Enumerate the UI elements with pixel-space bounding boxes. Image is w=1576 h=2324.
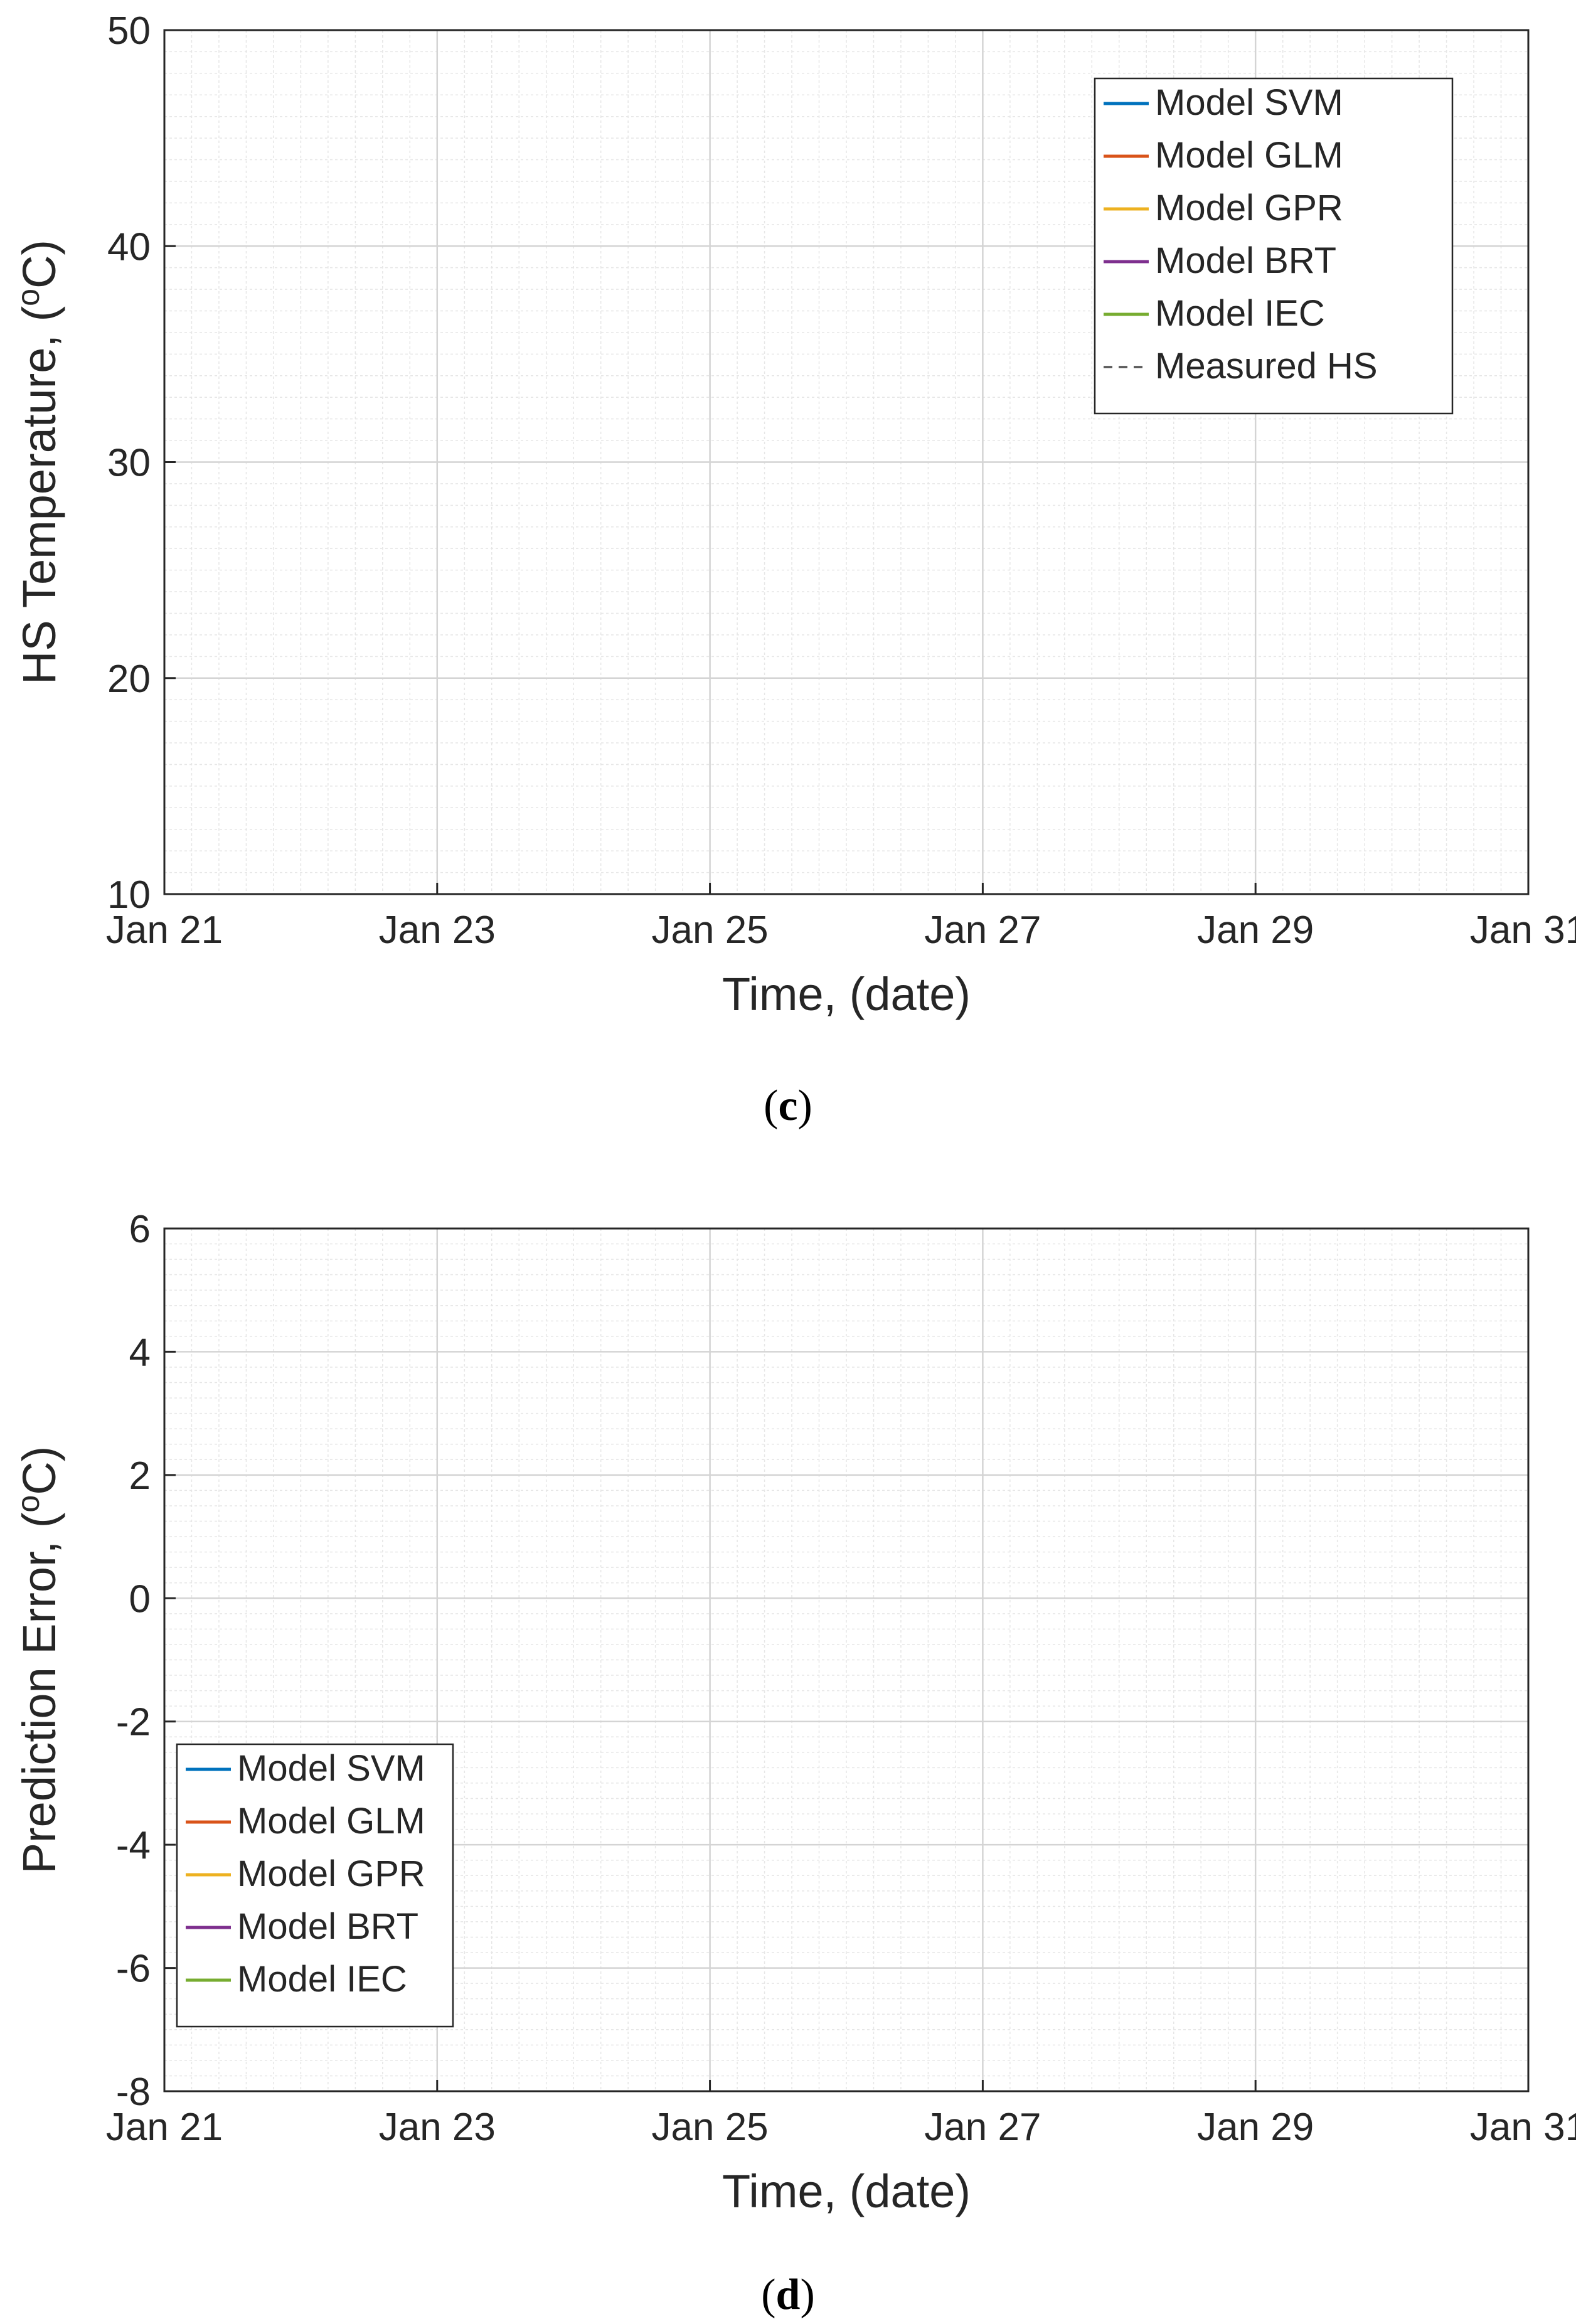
chart-c-y-label-degree: o bbox=[11, 289, 46, 306]
chart-d-y-label-degree: o bbox=[11, 1495, 46, 1513]
d-legend-label: Model IEC bbox=[237, 1959, 407, 2000]
d-x-tick-label: Jan 25 bbox=[652, 2106, 769, 2149]
chart-d-axes-frame bbox=[163, 1227, 1530, 2092]
chart-d-caption: (d) bbox=[761, 2271, 815, 2319]
c-y-tick-label: 40 bbox=[107, 225, 151, 269]
chart-d-grid bbox=[163, 1227, 1530, 2092]
chart-c-caption-letter: c bbox=[778, 1082, 797, 1130]
chart-d-tick-labels: Jan 21 Jan 23 Jan 25 Jan 27 Jan 29 Jan 31 -8 -6… bbox=[106, 1208, 1576, 2149]
chart-c-caption: (c) bbox=[764, 1082, 812, 1130]
d-y-tick-label: -6 bbox=[116, 1948, 151, 1991]
d-legend-label: Model SVM bbox=[237, 1748, 425, 1789]
d-legend-label: Model GPR bbox=[237, 1853, 425, 1894]
d-y-tick-label: 6 bbox=[129, 1208, 151, 1251]
chart-c-hs-temperature: Jan 21 Jan 23 Jan 25 Jan 27 Jan 29 Jan 31 10 20… bbox=[11, 9, 1576, 1130]
c-y-tick-label: 10 bbox=[107, 873, 151, 917]
chart-c-legend: Model SVM Model GLM Model GPR Model BRT Mode… bbox=[1094, 77, 1454, 415]
c-legend-label: Model IEC bbox=[1155, 293, 1325, 334]
chart-d-caption-letter: d bbox=[776, 2271, 801, 2319]
d-x-tick-label: Jan 27 bbox=[924, 2106, 1041, 2149]
chart-d-legend: Model SVM Model GLM Model GPR Model BRT Mode… bbox=[176, 1743, 454, 2028]
d-legend-label: Model BRT bbox=[237, 1906, 418, 1947]
chart-c-tick-labels: Jan 21 Jan 23 Jan 25 Jan 27 Jan 29 Jan 31 10 20… bbox=[106, 9, 1576, 952]
d-x-tick-label: Jan 21 bbox=[106, 2106, 223, 2149]
c-legend-label: Model GLM bbox=[1155, 135, 1343, 176]
c-y-tick-label: 20 bbox=[107, 658, 151, 701]
c-x-tick-label: Jan 31 bbox=[1470, 909, 1576, 952]
chart-c-y-label-unit: C) bbox=[13, 240, 65, 289]
c-legend-label: Model GPR bbox=[1155, 188, 1343, 228]
c-x-tick-label: Jan 23 bbox=[379, 909, 496, 952]
c-x-tick-label: Jan 27 bbox=[924, 909, 1041, 952]
d-y-tick-label: -4 bbox=[116, 1824, 151, 1867]
c-legend-label: Model SVM bbox=[1155, 82, 1343, 123]
d-y-tick-label: 0 bbox=[129, 1577, 151, 1621]
d-y-tick-label: 4 bbox=[129, 1331, 151, 1374]
c-y-tick-label: 50 bbox=[107, 9, 151, 53]
chart-c-y-label-main: HS Temperature, ( bbox=[13, 306, 65, 685]
c-legend-label: Model BRT bbox=[1155, 240, 1336, 281]
d-x-tick-label: Jan 29 bbox=[1197, 2106, 1314, 2149]
d-x-tick-label: Jan 31 bbox=[1470, 2106, 1576, 2149]
c-legend-box bbox=[1094, 77, 1454, 415]
c-y-tick-label: 30 bbox=[107, 442, 151, 485]
chart-d-prediction-error: Jan 21 Jan 23 Jan 25 Jan 27 Jan 29 Jan 31 -8 -6… bbox=[11, 1208, 1576, 2319]
chart-d-x-axis-label: Time, (date) bbox=[722, 2165, 971, 2217]
d-y-tick-label: -8 bbox=[116, 2071, 151, 2114]
d-y-tick-label: -2 bbox=[116, 1701, 151, 1744]
d-x-tick-label: Jan 23 bbox=[379, 2106, 496, 2149]
c-legend-label: Measured HS bbox=[1155, 346, 1378, 386]
c-x-tick-label: Jan 29 bbox=[1197, 909, 1314, 952]
chart-d-y-axis-label: Prediction Error, (oC) bbox=[11, 1446, 65, 1874]
c-x-tick-label: Jan 21 bbox=[106, 909, 223, 952]
c-x-tick-label: Jan 25 bbox=[652, 909, 769, 952]
chart-c-x-axis-label: Time, (date) bbox=[722, 968, 971, 1020]
chart-d-y-label-main: Prediction Error, ( bbox=[13, 1512, 65, 1874]
d-legend-label: Model GLM bbox=[237, 1801, 425, 1842]
d-y-tick-label: 2 bbox=[129, 1454, 151, 1498]
chart-c-y-axis-label: HS Temperature, (oC) bbox=[11, 240, 65, 685]
chart-d-y-label-unit: C) bbox=[13, 1446, 65, 1495]
